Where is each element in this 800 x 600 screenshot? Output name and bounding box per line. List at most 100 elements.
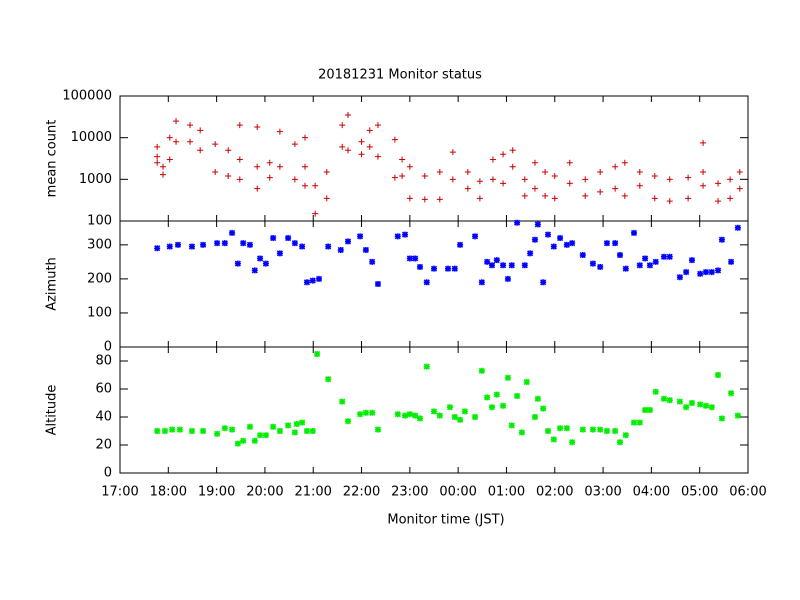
point <box>302 134 309 141</box>
point <box>412 412 419 419</box>
point <box>688 257 696 264</box>
point <box>531 185 538 192</box>
point <box>493 257 500 264</box>
point <box>557 234 564 242</box>
point <box>303 279 311 286</box>
point <box>173 138 180 145</box>
point <box>660 395 668 402</box>
point <box>325 243 332 250</box>
point <box>339 398 346 405</box>
point <box>188 427 196 435</box>
x-tick-label: 17:00 <box>101 485 138 500</box>
point <box>702 269 710 276</box>
point <box>718 415 725 422</box>
point <box>550 243 557 250</box>
point <box>700 139 707 146</box>
point <box>362 409 369 416</box>
point <box>603 427 611 435</box>
point <box>285 422 292 429</box>
point <box>489 176 496 183</box>
point <box>488 262 496 269</box>
x-tick-label: 23:00 <box>391 485 428 500</box>
x-tick-label: 21:00 <box>294 485 331 500</box>
point <box>436 168 443 175</box>
point <box>734 224 741 231</box>
point <box>457 416 464 423</box>
point <box>444 265 452 272</box>
point <box>366 143 373 150</box>
point <box>270 423 277 430</box>
point <box>229 426 236 433</box>
point <box>531 236 539 243</box>
point <box>736 185 743 192</box>
point <box>449 176 456 183</box>
point <box>714 267 722 274</box>
point <box>251 437 258 444</box>
point <box>489 156 496 163</box>
point <box>358 138 365 145</box>
y-tick-label: 40 <box>95 410 112 425</box>
point <box>449 149 456 156</box>
point <box>569 240 576 247</box>
point <box>154 245 161 252</box>
point <box>727 195 734 202</box>
y-tick-label: 100000 <box>62 89 112 104</box>
point <box>394 233 401 240</box>
point <box>589 260 596 267</box>
point <box>166 134 173 141</box>
point <box>200 241 207 248</box>
point <box>161 427 168 435</box>
point <box>688 399 696 407</box>
point <box>566 180 573 187</box>
point <box>197 147 204 154</box>
point <box>636 419 643 426</box>
point <box>636 262 643 269</box>
point <box>391 136 398 143</box>
point <box>540 405 547 412</box>
point <box>154 153 161 160</box>
point <box>700 182 707 189</box>
point <box>236 176 243 183</box>
point <box>337 246 344 254</box>
point <box>212 141 219 148</box>
point <box>514 219 521 226</box>
point <box>412 255 419 262</box>
point <box>362 246 369 254</box>
point <box>534 395 541 402</box>
point <box>276 427 283 435</box>
point <box>683 269 690 276</box>
point <box>621 192 628 199</box>
point <box>246 241 254 248</box>
point <box>484 394 491 401</box>
point <box>718 236 725 243</box>
point <box>616 251 624 259</box>
point <box>154 159 161 166</box>
point <box>187 122 194 129</box>
point <box>200 427 207 435</box>
point <box>622 265 629 272</box>
point <box>488 404 496 411</box>
point <box>421 196 428 203</box>
point <box>257 255 264 262</box>
point <box>266 174 273 181</box>
point <box>323 195 330 202</box>
point <box>579 251 586 259</box>
point <box>702 402 710 409</box>
point <box>508 422 515 429</box>
point <box>236 122 243 129</box>
point <box>225 147 232 154</box>
point <box>666 176 673 183</box>
y-tick-label: 60 <box>95 382 112 397</box>
point <box>339 122 346 129</box>
point <box>325 376 332 383</box>
point <box>715 180 722 187</box>
point <box>660 253 668 260</box>
y-tick-label: 0 <box>104 466 112 481</box>
point <box>563 425 570 432</box>
point <box>262 260 269 267</box>
point <box>240 437 247 444</box>
point <box>676 398 683 405</box>
y-tick-label: 0 <box>104 340 112 355</box>
point <box>642 255 649 262</box>
point <box>406 195 413 202</box>
